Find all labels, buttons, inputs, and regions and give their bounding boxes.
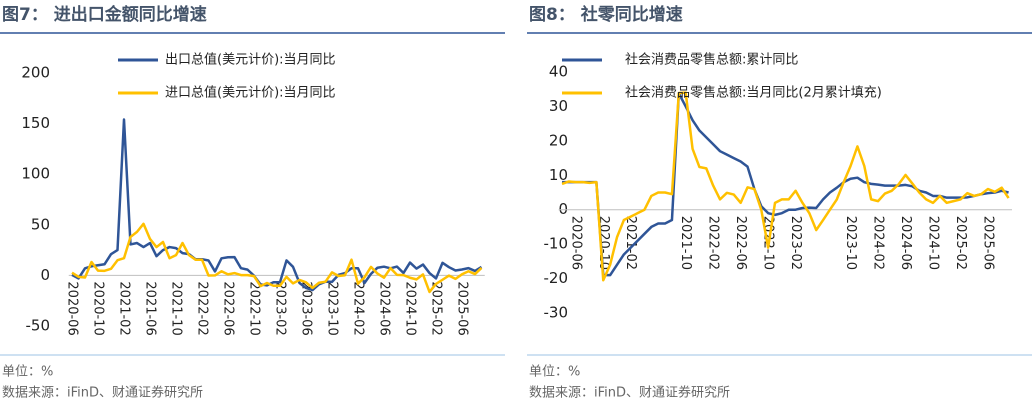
panel-title: 图7： 进出口金额同比增速 — [2, 4, 207, 25]
y-tick-label: -10 — [544, 235, 569, 253]
y-tick-label: 0 — [40, 266, 50, 284]
unit-note: 单位：% — [2, 365, 53, 380]
x-tick-label: 2024-06 — [377, 281, 392, 335]
y-tick-label: 200 — [21, 64, 50, 82]
legend-label: 社会消费品零售总额:累计同比 — [625, 52, 798, 68]
series-line — [71, 222, 483, 294]
x-tick-label: 2022-02 — [706, 216, 721, 270]
x-tick-label: 2021-10 — [678, 216, 693, 270]
y-tick-label: 150 — [21, 114, 50, 132]
x-tick-label: 2022-02 — [195, 281, 210, 335]
x-tick-label: 2024-06 — [898, 216, 913, 270]
panel-title: 图8： 社零同比增速 — [529, 4, 683, 25]
x-tick-label: 2024-02 — [351, 281, 366, 335]
x-tick-label: 2021-02 — [117, 281, 132, 335]
x-tick-label: 2024-10 — [403, 281, 418, 335]
x-tick-label: 2024-02 — [871, 216, 886, 270]
x-tick-label: 2025-06 — [455, 281, 470, 335]
y-tick-label: 50 — [31, 215, 50, 233]
x-tick-label: 2025-02 — [953, 216, 968, 270]
x-tick-label: 2025-06 — [980, 216, 995, 270]
series-line — [562, 92, 1009, 277]
x-tick-label: 2022-06 — [733, 216, 748, 270]
y-tick-label: 20 — [549, 131, 568, 149]
x-tick-label: 2021-10 — [169, 281, 184, 335]
y-tick-label: -30 — [544, 304, 569, 322]
x-tick-label: 2021-06 — [143, 281, 158, 335]
x-tick-label: 2023-10 — [843, 216, 858, 270]
x-tick-label: 2025-02 — [429, 281, 444, 335]
x-tick-label: 2023-10 — [325, 281, 340, 335]
x-tick-label: 2024-10 — [925, 216, 940, 270]
legend-label: 社会消费品零售总额:当月同比(2月累计填充) — [625, 85, 882, 101]
x-tick-label: 2022-10 — [247, 281, 262, 335]
x-tick-label: 2023-02 — [273, 281, 288, 335]
x-tick-label: 2023-02 — [788, 216, 803, 270]
y-tick-label: 30 — [549, 97, 568, 115]
unit-note: 单位：% — [529, 365, 580, 380]
x-tick-label: 2022-06 — [221, 281, 236, 335]
y-tick-label: 10 — [549, 166, 568, 184]
x-tick-label: 2021-02 — [623, 216, 638, 270]
legend-label: 进口总值(美元计价):当月同比 — [165, 85, 336, 101]
x-tick-label: 2020-06 — [65, 281, 80, 335]
source-note: 数据来源：iFinD、财通证券研究所 — [2, 385, 203, 401]
y-tick-label: 40 — [549, 63, 568, 81]
series-line — [71, 118, 483, 292]
y-tick-label: -20 — [544, 269, 569, 287]
x-tick-label: 2020-10 — [91, 281, 106, 335]
y-tick-label: 100 — [21, 165, 50, 183]
y-tick-label: -50 — [26, 317, 51, 335]
x-tick-label: 2020-06 — [568, 216, 583, 270]
legend-label: 出口总值(美元计价):当月同比 — [165, 52, 336, 68]
x-tick-label: 2023-06 — [299, 281, 314, 335]
source-note: 数据来源：iFinD、财通证券研究所 — [529, 385, 730, 401]
series-line — [561, 91, 1010, 282]
